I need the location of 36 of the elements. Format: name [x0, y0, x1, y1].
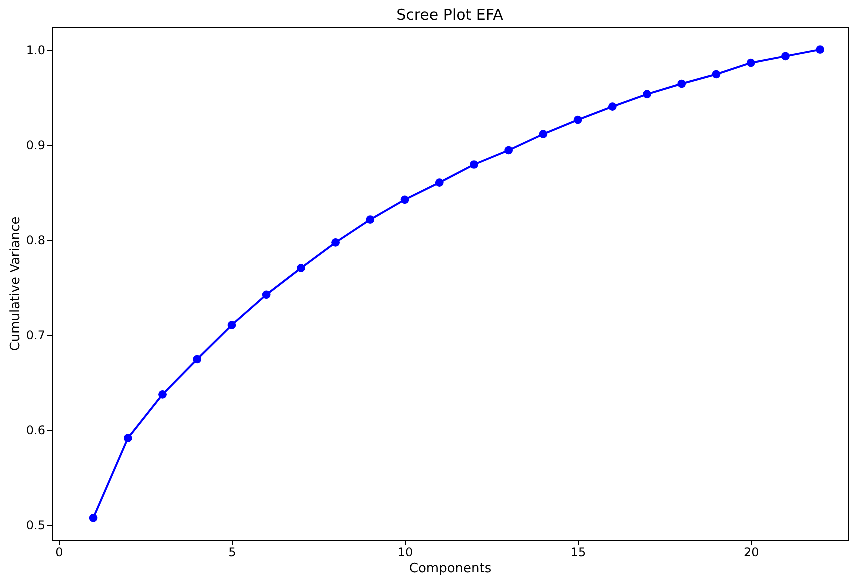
point	[124, 434, 132, 443]
point	[366, 216, 375, 224]
point	[158, 390, 167, 399]
point	[746, 58, 756, 68]
point	[332, 238, 340, 247]
point	[504, 146, 514, 155]
y-tick-label: 1.0	[26, 43, 46, 58]
point	[470, 160, 478, 169]
point	[193, 355, 202, 364]
point	[89, 514, 98, 522]
point	[574, 116, 582, 124]
y-tick-label: 0.5	[26, 518, 46, 532]
x-tick-label: 10	[398, 546, 414, 560]
y-tick-label: 0.6	[26, 423, 46, 438]
chart-title: Scree Plot EFA	[396, 6, 504, 24]
point	[262, 290, 271, 300]
x-tick-label: 5	[228, 546, 236, 560]
point	[539, 130, 548, 139]
y-tick-label: 0.8	[26, 233, 46, 248]
point	[400, 196, 410, 204]
x-axis-title: Components	[409, 562, 492, 576]
point	[643, 90, 652, 99]
point	[435, 178, 444, 187]
point	[228, 321, 236, 330]
x-tick-label: 20	[744, 546, 760, 560]
point	[297, 264, 306, 272]
y-tick-label: 0.9	[26, 138, 46, 152]
point	[816, 46, 824, 54]
point	[608, 102, 617, 111]
y-tick-label: 0.7	[26, 328, 46, 342]
x-tick-label: 15	[570, 546, 586, 560]
y-axis-title: Cumulative Variance	[8, 216, 24, 352]
x-tick-label: 0	[56, 546, 64, 560]
point	[678, 80, 686, 88]
point	[712, 70, 721, 79]
point	[782, 52, 790, 61]
